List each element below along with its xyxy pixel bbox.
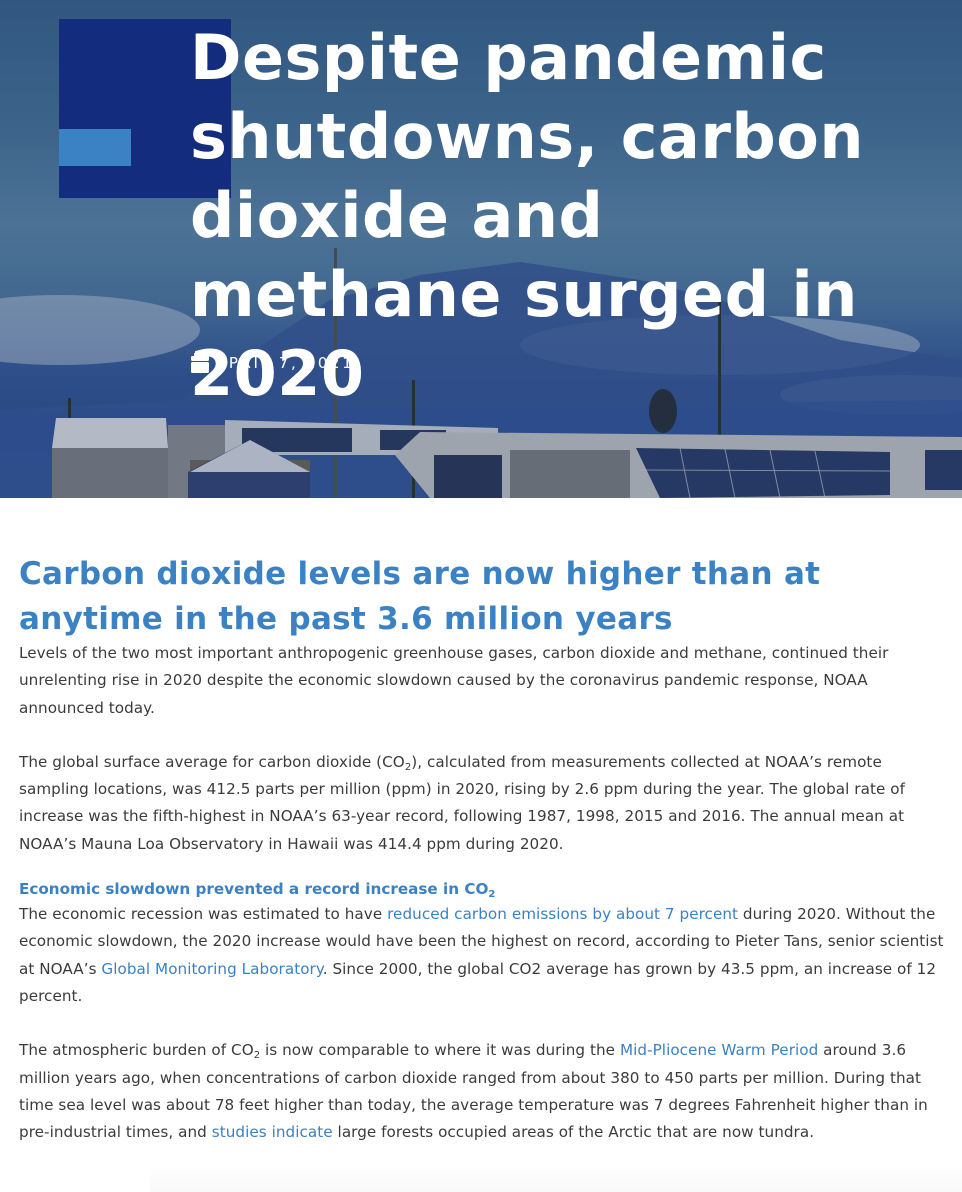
text-segment: The atmospheric burden of CO: [19, 1041, 254, 1060]
link-global-monitoring-laboratory[interactable]: Global Monitoring Laboratory: [101, 959, 323, 978]
paragraph-intro: Levels of the two most important anthrop…: [19, 644, 889, 717]
subscript: 2: [488, 889, 496, 901]
article-body: Carbon dioxide levels are now higher tha…: [19, 552, 949, 1173]
text-segment: is now comparable to where it was during…: [260, 1041, 620, 1060]
paragraph-co2-average: The global surface average for carbon di…: [19, 749, 949, 858]
subscript: 2: [404, 761, 412, 773]
page-title: Despite pandemic shutdowns, carbon dioxi…: [190, 21, 865, 410]
text-segment: ), calculated from measurements collecte…: [19, 752, 905, 853]
hero-banner: Despite pandemic shutdowns, carbon dioxi…: [0, 0, 962, 498]
text-segment: The economic recession was estimated to …: [19, 905, 388, 924]
subscript: 2: [253, 1050, 261, 1062]
paragraph-recession: The economic recession was estimated to …: [19, 901, 949, 1010]
hero-background-photo: [0, 248, 962, 498]
calendar-icon: [191, 353, 209, 373]
text-segment: around 3.6 million years ago, when conce…: [19, 1041, 928, 1142]
paragraph-pliocene: The atmospheric burden of CO2 is now com…: [19, 1037, 949, 1146]
text-segment: during 2020. Without the economic slowdo…: [19, 905, 944, 978]
brand-logo-accent: [59, 129, 131, 166]
subheading-economic-slowdown: Economic slowdown prevented a record inc…: [19, 877, 949, 901]
bottom-shadow: [150, 1165, 962, 1192]
brand-logo-square: [59, 19, 231, 198]
publish-date-text: APRIL 7, 2021: [216, 354, 355, 372]
subheading-text: Economic slowdown prevented a record inc…: [19, 880, 489, 899]
text-segment: large forests occupied areas of the Arct…: [332, 1123, 815, 1142]
link-reduced-emissions[interactable]: reduced carbon emissions by about 7 perc…: [387, 905, 739, 924]
link-studies-indicate[interactable]: studies indicate: [211, 1123, 333, 1142]
section-heading: Carbon dioxide levels are now higher tha…: [19, 556, 821, 637]
link-mid-pliocene-warm-period[interactable]: Mid-Pliocene Warm Period: [619, 1041, 819, 1060]
publish-date: APRIL 7, 2021: [191, 353, 354, 373]
text-segment: . Since 2000, the global CO2 average has…: [19, 959, 937, 1005]
text-segment: The global surface average for carbon di…: [19, 752, 405, 771]
